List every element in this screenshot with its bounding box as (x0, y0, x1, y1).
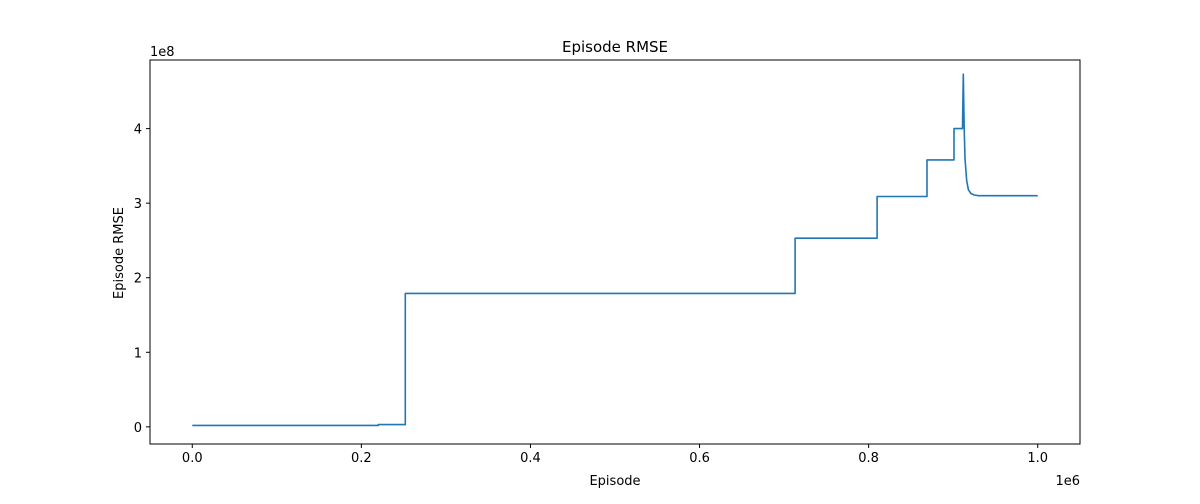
plot-area: 0.0 0.2 0.4 0.6 0.8 1.0 0 1 2 3 4 (134, 59, 1081, 466)
x-tick-label: 0.4 (520, 451, 541, 466)
y-tick-label: 3 (134, 197, 142, 212)
chart-title: Episode RMSE (562, 38, 668, 56)
plot-frame (149, 59, 1081, 445)
x-offset-label: 1e6 (1055, 474, 1080, 489)
y-offset-label: 1e8 (150, 45, 175, 60)
y-tick-label: 0 (134, 421, 142, 436)
x-axis-label: Episode (589, 474, 640, 489)
x-tick-label: 0.6 (689, 451, 710, 466)
x-tick-label: 0.8 (858, 451, 879, 466)
y-tick-label: 4 (134, 123, 142, 138)
x-tick-label: 0.0 (182, 451, 203, 466)
y-axis-label: Episode RMSE (112, 207, 127, 299)
y-tick-label: 1 (134, 346, 142, 361)
x-tick-label: 0.2 (351, 451, 372, 466)
series-line (192, 73, 1038, 427)
x-tick-label: 1.0 (1027, 451, 1048, 466)
y-tick-label: 2 (134, 272, 142, 287)
